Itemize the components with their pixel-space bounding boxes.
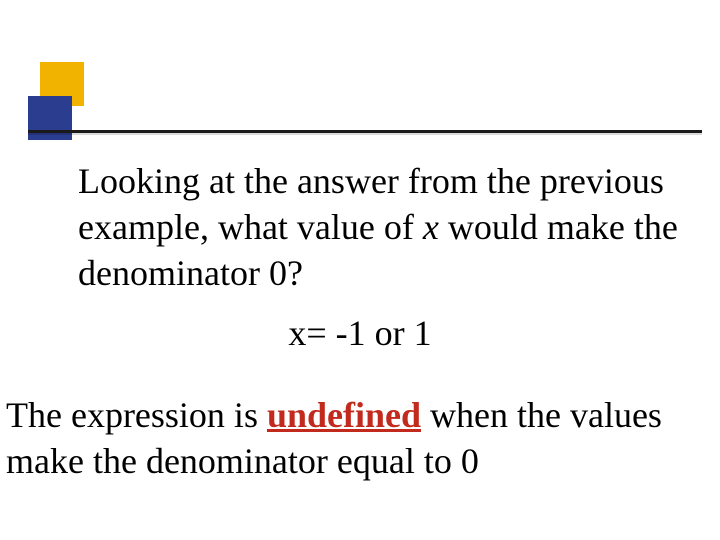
answer-line: x= -1 or 1: [0, 312, 720, 354]
undefined-word: undefined: [267, 395, 421, 435]
variable-x: x: [423, 207, 439, 247]
question-paragraph: Looking at the answer from the previous …: [78, 158, 678, 296]
horizontal-rule: [28, 130, 702, 133]
conclusion-paragraph: The expression is undefined when the val…: [6, 392, 716, 484]
slide-decoration: [28, 62, 112, 140]
conclusion-text-a: The expression is: [6, 395, 267, 435]
blue-square: [28, 96, 72, 140]
